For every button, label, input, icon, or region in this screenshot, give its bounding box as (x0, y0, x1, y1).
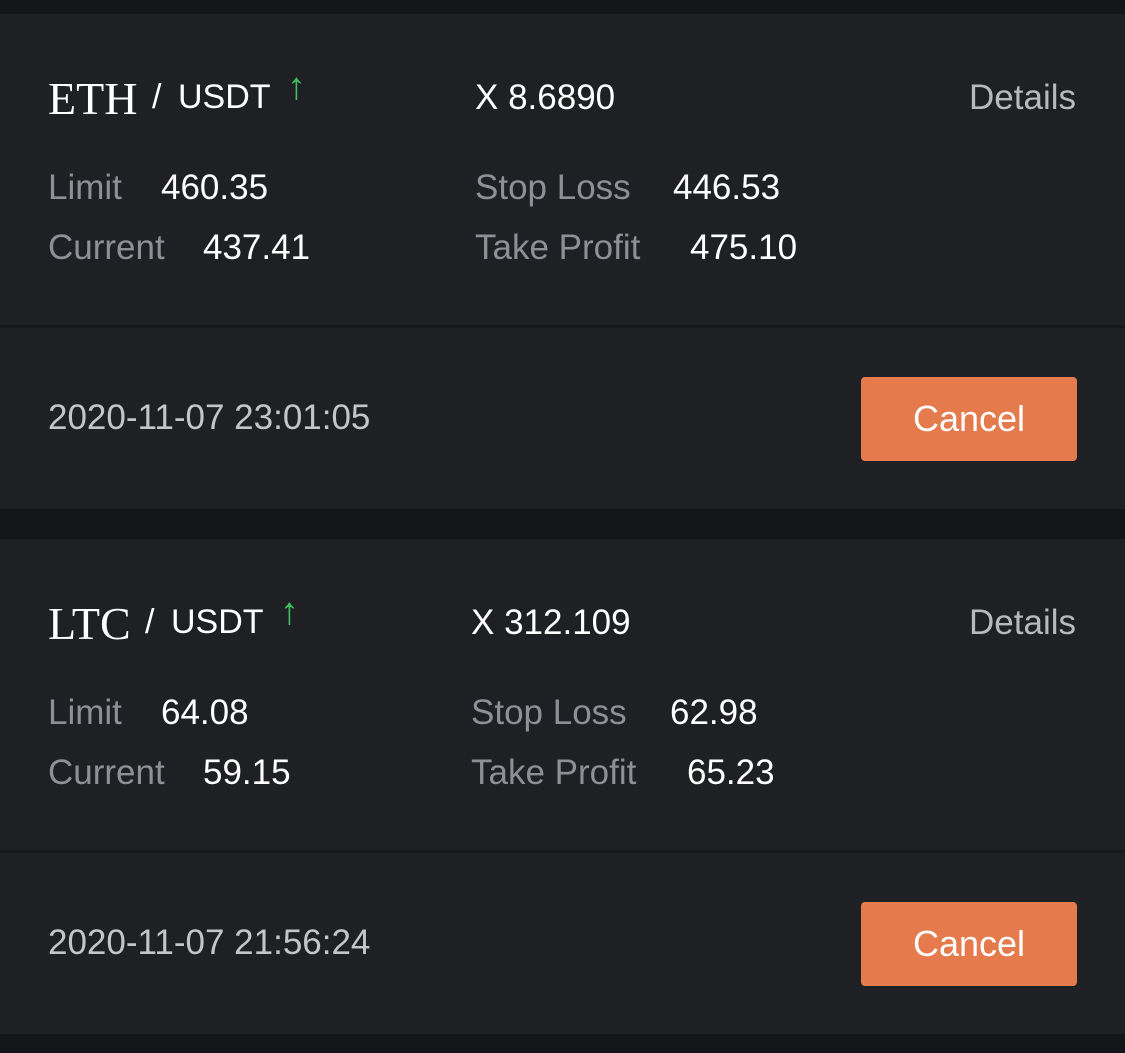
current-value: 437.41 (203, 228, 311, 267)
divider (0, 850, 1125, 853)
current-label: Current (48, 753, 165, 792)
base-currency: LTC (48, 598, 131, 649)
cancel-button[interactable]: Cancel (861, 902, 1077, 986)
take-profit-value: 475.10 (690, 228, 798, 267)
leverage-multiplier: X 312.109 (471, 603, 631, 642)
current-label: Current (48, 228, 165, 267)
order-card: LTC / USDT ↑ X 312.109 Details Limit 64.… (0, 539, 1125, 1034)
order-timestamp: 2020-11-07 21:56:24 (48, 923, 371, 962)
limit-value: 460.35 (161, 168, 269, 207)
stop-loss-label: Stop Loss (475, 168, 631, 207)
order-card: ETH / USDT ↑ X 8.6890 Details Limit 460.… (0, 14, 1125, 509)
current-value: 59.15 (203, 753, 291, 792)
limit-label: Limit (48, 693, 122, 732)
take-profit-value: 65.23 (687, 753, 775, 792)
details-link[interactable]: Details (969, 603, 1076, 642)
pair-separator: / (152, 78, 162, 116)
stop-loss-value: 446.53 (673, 168, 781, 207)
arrow-up-icon: ↑ (287, 66, 306, 108)
take-profit-label: Take Profit (475, 228, 641, 267)
stop-loss-label: Stop Loss (471, 693, 627, 732)
order-timestamp: 2020-11-07 23:01:05 (48, 398, 371, 437)
quote-currency: USDT (178, 78, 271, 116)
cancel-button[interactable]: Cancel (861, 377, 1077, 461)
arrow-up-icon: ↑ (280, 591, 299, 633)
leverage-multiplier: X 8.6890 (475, 78, 616, 117)
divider (0, 325, 1125, 328)
take-profit-label: Take Profit (471, 753, 637, 792)
limit-label: Limit (48, 168, 122, 207)
limit-value: 64.08 (161, 693, 249, 732)
stop-loss-value: 62.98 (670, 693, 758, 732)
base-currency: ETH (48, 73, 138, 124)
pair-separator: / (145, 603, 155, 641)
quote-currency: USDT (171, 603, 264, 641)
details-link[interactable]: Details (969, 78, 1076, 117)
